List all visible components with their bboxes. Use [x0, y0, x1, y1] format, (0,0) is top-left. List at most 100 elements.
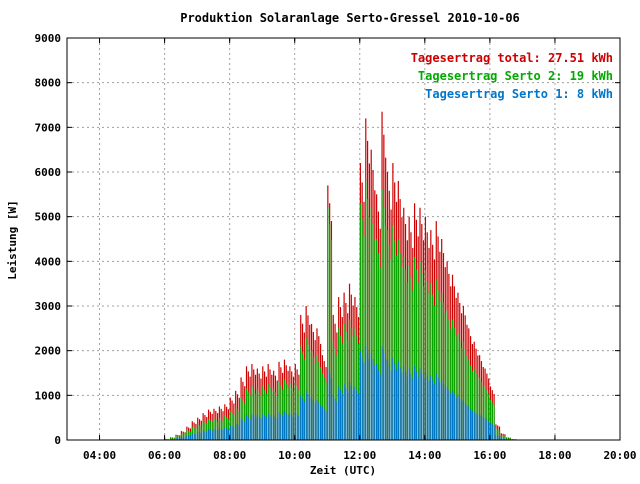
legend-entry: Tagesertrag Serto 2: 19 kWh [418, 69, 613, 83]
y-tick-label: 6000 [35, 166, 62, 179]
bar-serto1 [371, 353, 372, 440]
bar-serto1 [327, 369, 328, 440]
bar-serto1 [472, 411, 473, 440]
bar-serto1 [398, 362, 399, 440]
bar-serto1 [210, 430, 211, 440]
bar-serto1 [390, 371, 391, 440]
bar-serto1 [454, 394, 455, 440]
bar-serto1 [190, 436, 191, 440]
bar-serto1 [470, 409, 471, 440]
bar-serto1 [456, 398, 457, 440]
bar-serto1 [262, 414, 263, 440]
bar-serto1 [320, 405, 321, 440]
bar-serto1 [365, 346, 366, 440]
bar-serto1 [347, 392, 348, 440]
x-tick-label: 16:00 [473, 449, 506, 462]
bar-serto1 [418, 377, 419, 440]
bar-serto1 [351, 386, 352, 440]
bar-serto1 [219, 428, 220, 440]
y-axis-label: Leistung [W] [6, 200, 19, 279]
bar-serto1 [331, 379, 332, 440]
bar-serto1 [333, 395, 334, 440]
bar-serto1 [497, 435, 498, 440]
bar-serto1 [287, 415, 288, 440]
bar-serto1 [306, 391, 307, 440]
x-tick-label: 18:00 [538, 449, 571, 462]
bar-serto1 [378, 369, 379, 440]
bar-serto1 [363, 363, 364, 440]
bar-serto1 [313, 401, 314, 440]
bar-serto1 [181, 437, 182, 440]
x-tick-label: 14:00 [408, 449, 441, 462]
bar-serto1 [401, 373, 402, 440]
bar-serto1 [260, 418, 261, 440]
bar-serto1 [318, 403, 319, 440]
bar-serto1 [392, 357, 393, 440]
bar-serto1 [271, 417, 272, 440]
bar-serto1 [273, 415, 274, 440]
bar-serto1 [239, 425, 240, 440]
bar-serto1 [237, 424, 238, 440]
bar-serto1 [439, 382, 440, 440]
bar-serto1 [297, 414, 298, 440]
y-tick-label: 3000 [35, 300, 62, 313]
x-tick-label: 12:00 [343, 449, 376, 462]
bar-serto1 [235, 423, 236, 440]
bar-serto1 [278, 412, 279, 440]
legend: Tagesertrag total: 27.51 kWhTagesertrag … [411, 51, 613, 101]
bar-serto1 [367, 353, 368, 440]
bar-serto1 [407, 377, 408, 440]
bar-serto1 [410, 374, 411, 440]
bar-serto1 [441, 380, 442, 440]
bar-serto1 [403, 366, 404, 440]
bar-serto1 [344, 384, 345, 440]
bar-serto1 [311, 398, 312, 440]
bar-serto1 [492, 424, 493, 440]
x-tick-label: 04:00 [83, 449, 116, 462]
y-tick-label: 9000 [35, 32, 62, 45]
bar-serto1 [447, 386, 448, 440]
bar-serto1 [419, 369, 420, 440]
bar-serto1 [231, 426, 232, 440]
bar-serto1 [284, 411, 285, 440]
bar-serto1 [376, 364, 377, 440]
bar-serto1 [266, 418, 267, 440]
bar-serto1 [253, 416, 254, 440]
bar-serto1 [477, 415, 478, 440]
bar-serto1 [484, 418, 485, 440]
bar-serto1 [427, 376, 428, 440]
y-tick-label: 5000 [35, 211, 62, 224]
bar-serto1 [255, 418, 256, 440]
bar-serto1 [421, 374, 422, 440]
bar-serto1 [380, 375, 381, 440]
bar-serto1 [334, 398, 335, 440]
bar-serto1 [340, 390, 341, 440]
bar-serto1 [450, 394, 451, 440]
bar-serto1 [369, 359, 370, 440]
bar-serto1 [195, 434, 196, 440]
y-tick-label: 0 [54, 434, 61, 447]
bar-serto1 [349, 382, 350, 440]
y-tick-label: 1000 [35, 389, 62, 402]
bar-serto1 [203, 431, 204, 440]
bar-serto1 [275, 417, 276, 440]
bar-serto1 [362, 357, 363, 440]
bar-serto1 [394, 363, 395, 440]
bar-serto1 [430, 375, 431, 440]
bar-serto1 [468, 407, 469, 441]
bar-serto1 [443, 384, 444, 440]
bar-serto1 [428, 380, 429, 440]
y-tick-label: 7000 [35, 121, 62, 134]
bar-serto1 [304, 402, 305, 440]
bar-serto1 [213, 429, 214, 440]
bar-serto1 [479, 414, 480, 440]
bar-serto1 [286, 413, 287, 440]
bar-serto1 [432, 380, 433, 440]
bar-serto1 [186, 435, 187, 440]
bar-serto1 [405, 371, 406, 440]
bar-serto1 [259, 417, 260, 440]
bar-serto1 [425, 371, 426, 440]
bar-serto1 [383, 353, 384, 440]
bar-serto1 [481, 416, 482, 440]
